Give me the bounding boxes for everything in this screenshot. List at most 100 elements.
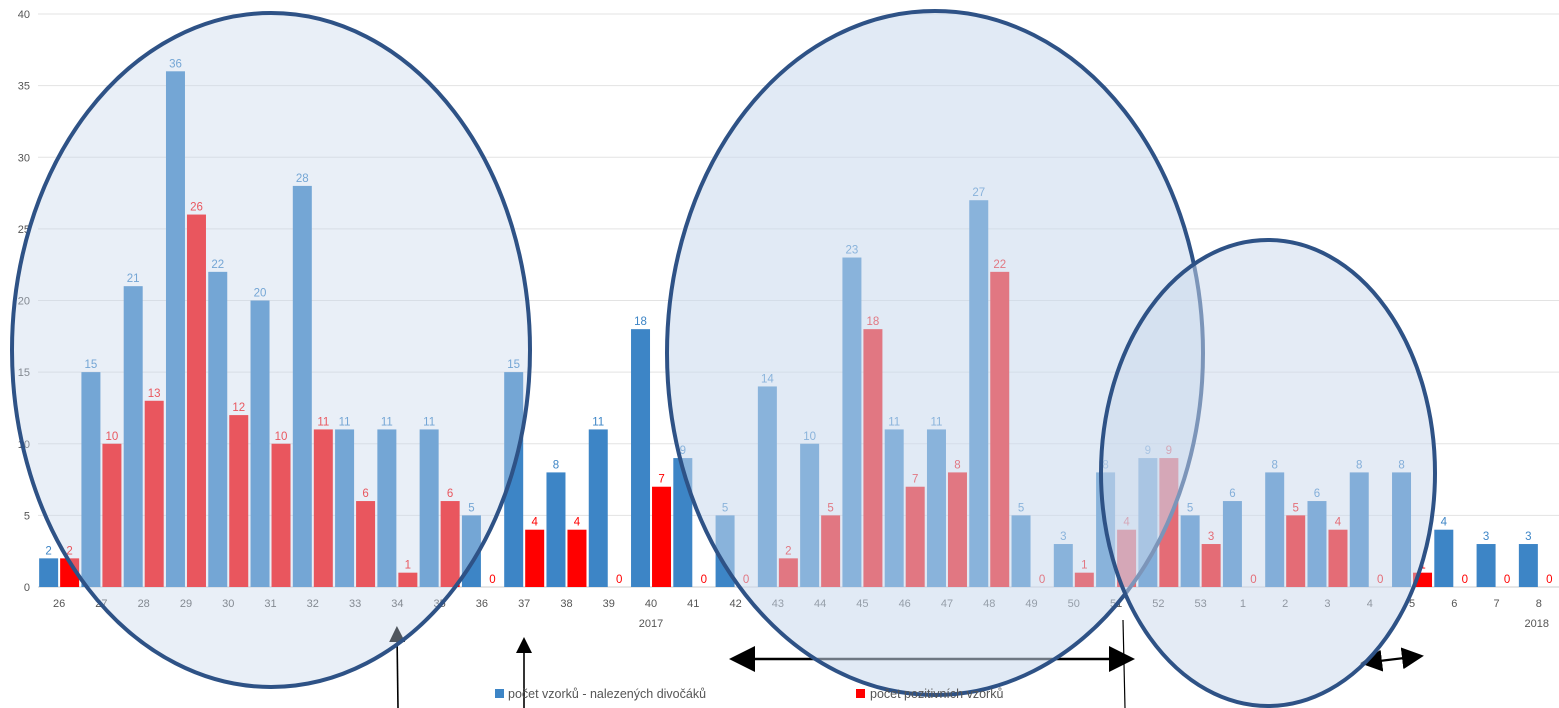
bar-positive — [567, 529, 587, 587]
highlight-ellipse-left — [10, 11, 532, 689]
y-tick-label: 35 — [18, 81, 30, 93]
bar-samples — [335, 429, 355, 587]
x-tick-label: 29 — [180, 598, 192, 610]
bar-samples — [165, 71, 185, 588]
bar-samples — [1434, 529, 1454, 587]
highlight-ellipse-right — [1099, 238, 1437, 708]
value-label-samples: 2 — [45, 545, 51, 557]
legend: počet vzorků - nalezených divočáků počet… — [495, 687, 1003, 701]
arrow-range-5-6 — [1360, 647, 1424, 672]
x-tick-label: 40 — [645, 598, 657, 610]
bar-positive — [525, 529, 545, 587]
y-tick-label: 15 — [18, 367, 30, 379]
x-tick-label: 5 — [1409, 598, 1415, 610]
year-label: 2017 — [639, 618, 663, 630]
value-label-samples: 15 — [507, 359, 520, 371]
bar-samples — [250, 300, 270, 587]
value-label-positive: 0 — [489, 574, 495, 586]
value-label-samples: 11 — [339, 416, 351, 428]
value-label-positive: 11 — [317, 416, 329, 428]
legend-label-positive: počet pozitivních vzorků — [870, 687, 1003, 701]
value-label-positive: 0 — [1462, 574, 1468, 586]
x-tick-label: 37 — [518, 598, 530, 610]
value-label-samples: 21 — [127, 273, 140, 285]
value-label-positive: 0 — [1504, 574, 1510, 586]
legend-label-samples: počet vzorků - nalezených divočáků — [508, 687, 706, 701]
bar-positive — [60, 558, 80, 587]
x-tick-label: 28 — [138, 598, 150, 610]
x-tick-label: 6 — [1451, 598, 1457, 610]
value-label-samples: 11 — [592, 416, 604, 428]
bar-samples — [631, 329, 651, 587]
value-label-samples: 11 — [381, 416, 393, 428]
bar-samples — [208, 271, 228, 587]
bar-samples — [39, 558, 59, 587]
value-label-samples: 3 — [1483, 531, 1489, 543]
y-tick-label: 20 — [18, 296, 30, 308]
bar-positive — [440, 501, 460, 587]
value-label-positive: 4 — [574, 517, 581, 529]
value-label-positive: 26 — [190, 202, 203, 214]
bar-samples — [377, 429, 397, 587]
value-label-samples: 3 — [1525, 531, 1531, 543]
value-label-samples: 8 — [553, 459, 559, 471]
value-label-positive: 6 — [362, 488, 368, 500]
x-tick-label: 34 — [391, 598, 403, 610]
y-tick-label: 40 — [18, 9, 30, 21]
bar-positive — [652, 486, 672, 587]
value-label-samples: 5 — [468, 502, 474, 514]
year-labels: 2017 2018 — [639, 618, 1549, 630]
value-label-positive: 12 — [232, 402, 245, 414]
value-label-positive: 1 — [405, 560, 411, 572]
x-tick-label: 36 — [476, 598, 488, 610]
highlight-ellipses — [10, 9, 1437, 708]
value-label-positive: 13 — [148, 388, 161, 400]
bar-samples — [504, 372, 524, 587]
y-tick-label: 30 — [18, 152, 30, 164]
bar-positive — [313, 429, 333, 587]
bar-samples — [588, 429, 608, 587]
value-label-positive: 0 — [1546, 574, 1552, 586]
x-tick-label: 32 — [307, 598, 319, 610]
bar-positive — [102, 443, 122, 587]
year-label: 2018 — [1525, 618, 1549, 630]
vertical-marker-51 — [1122, 619, 1126, 708]
x-tick-label: 38 — [560, 598, 572, 610]
value-label-samples: 20 — [254, 288, 267, 300]
bar-samples — [81, 372, 101, 587]
bar-samples — [1518, 544, 1538, 587]
bar-samples — [419, 429, 439, 587]
x-tick-label: 41 — [687, 598, 699, 610]
value-label-positive: 4 — [531, 517, 538, 529]
x-tick-label: 42 — [729, 598, 741, 610]
bar-samples — [123, 286, 143, 587]
bar-samples — [1476, 544, 1496, 587]
bar-positive — [144, 400, 164, 587]
value-label-samples: 15 — [85, 359, 98, 371]
value-label-positive: 0 — [616, 574, 622, 586]
legend-swatch-samples — [495, 689, 504, 698]
value-label-samples: 22 — [211, 259, 224, 271]
value-label-samples: 4 — [1441, 517, 1448, 529]
y-tick-label: 5 — [24, 510, 30, 522]
value-label-samples: 36 — [169, 58, 182, 70]
bar-positive — [186, 214, 206, 588]
bar-samples — [546, 472, 566, 587]
bar-samples — [292, 185, 312, 587]
value-label-positive: 6 — [447, 488, 453, 500]
bar-positive — [356, 501, 376, 587]
value-label-samples: 18 — [634, 316, 647, 328]
x-tick-label: 39 — [603, 598, 615, 610]
x-tick-label: 30 — [222, 598, 234, 610]
x-tick-label: 26 — [53, 598, 65, 610]
value-label-samples: 11 — [423, 416, 435, 428]
value-label-positive: 0 — [701, 574, 707, 586]
x-tick-label: 33 — [349, 598, 361, 610]
x-tick-label: 8 — [1536, 598, 1542, 610]
x-tick-label: 31 — [264, 598, 276, 610]
bar-positive — [229, 415, 249, 587]
value-label-positive: 10 — [275, 431, 288, 443]
value-label-positive: 10 — [106, 431, 119, 443]
x-tick-label: 7 — [1494, 598, 1500, 610]
